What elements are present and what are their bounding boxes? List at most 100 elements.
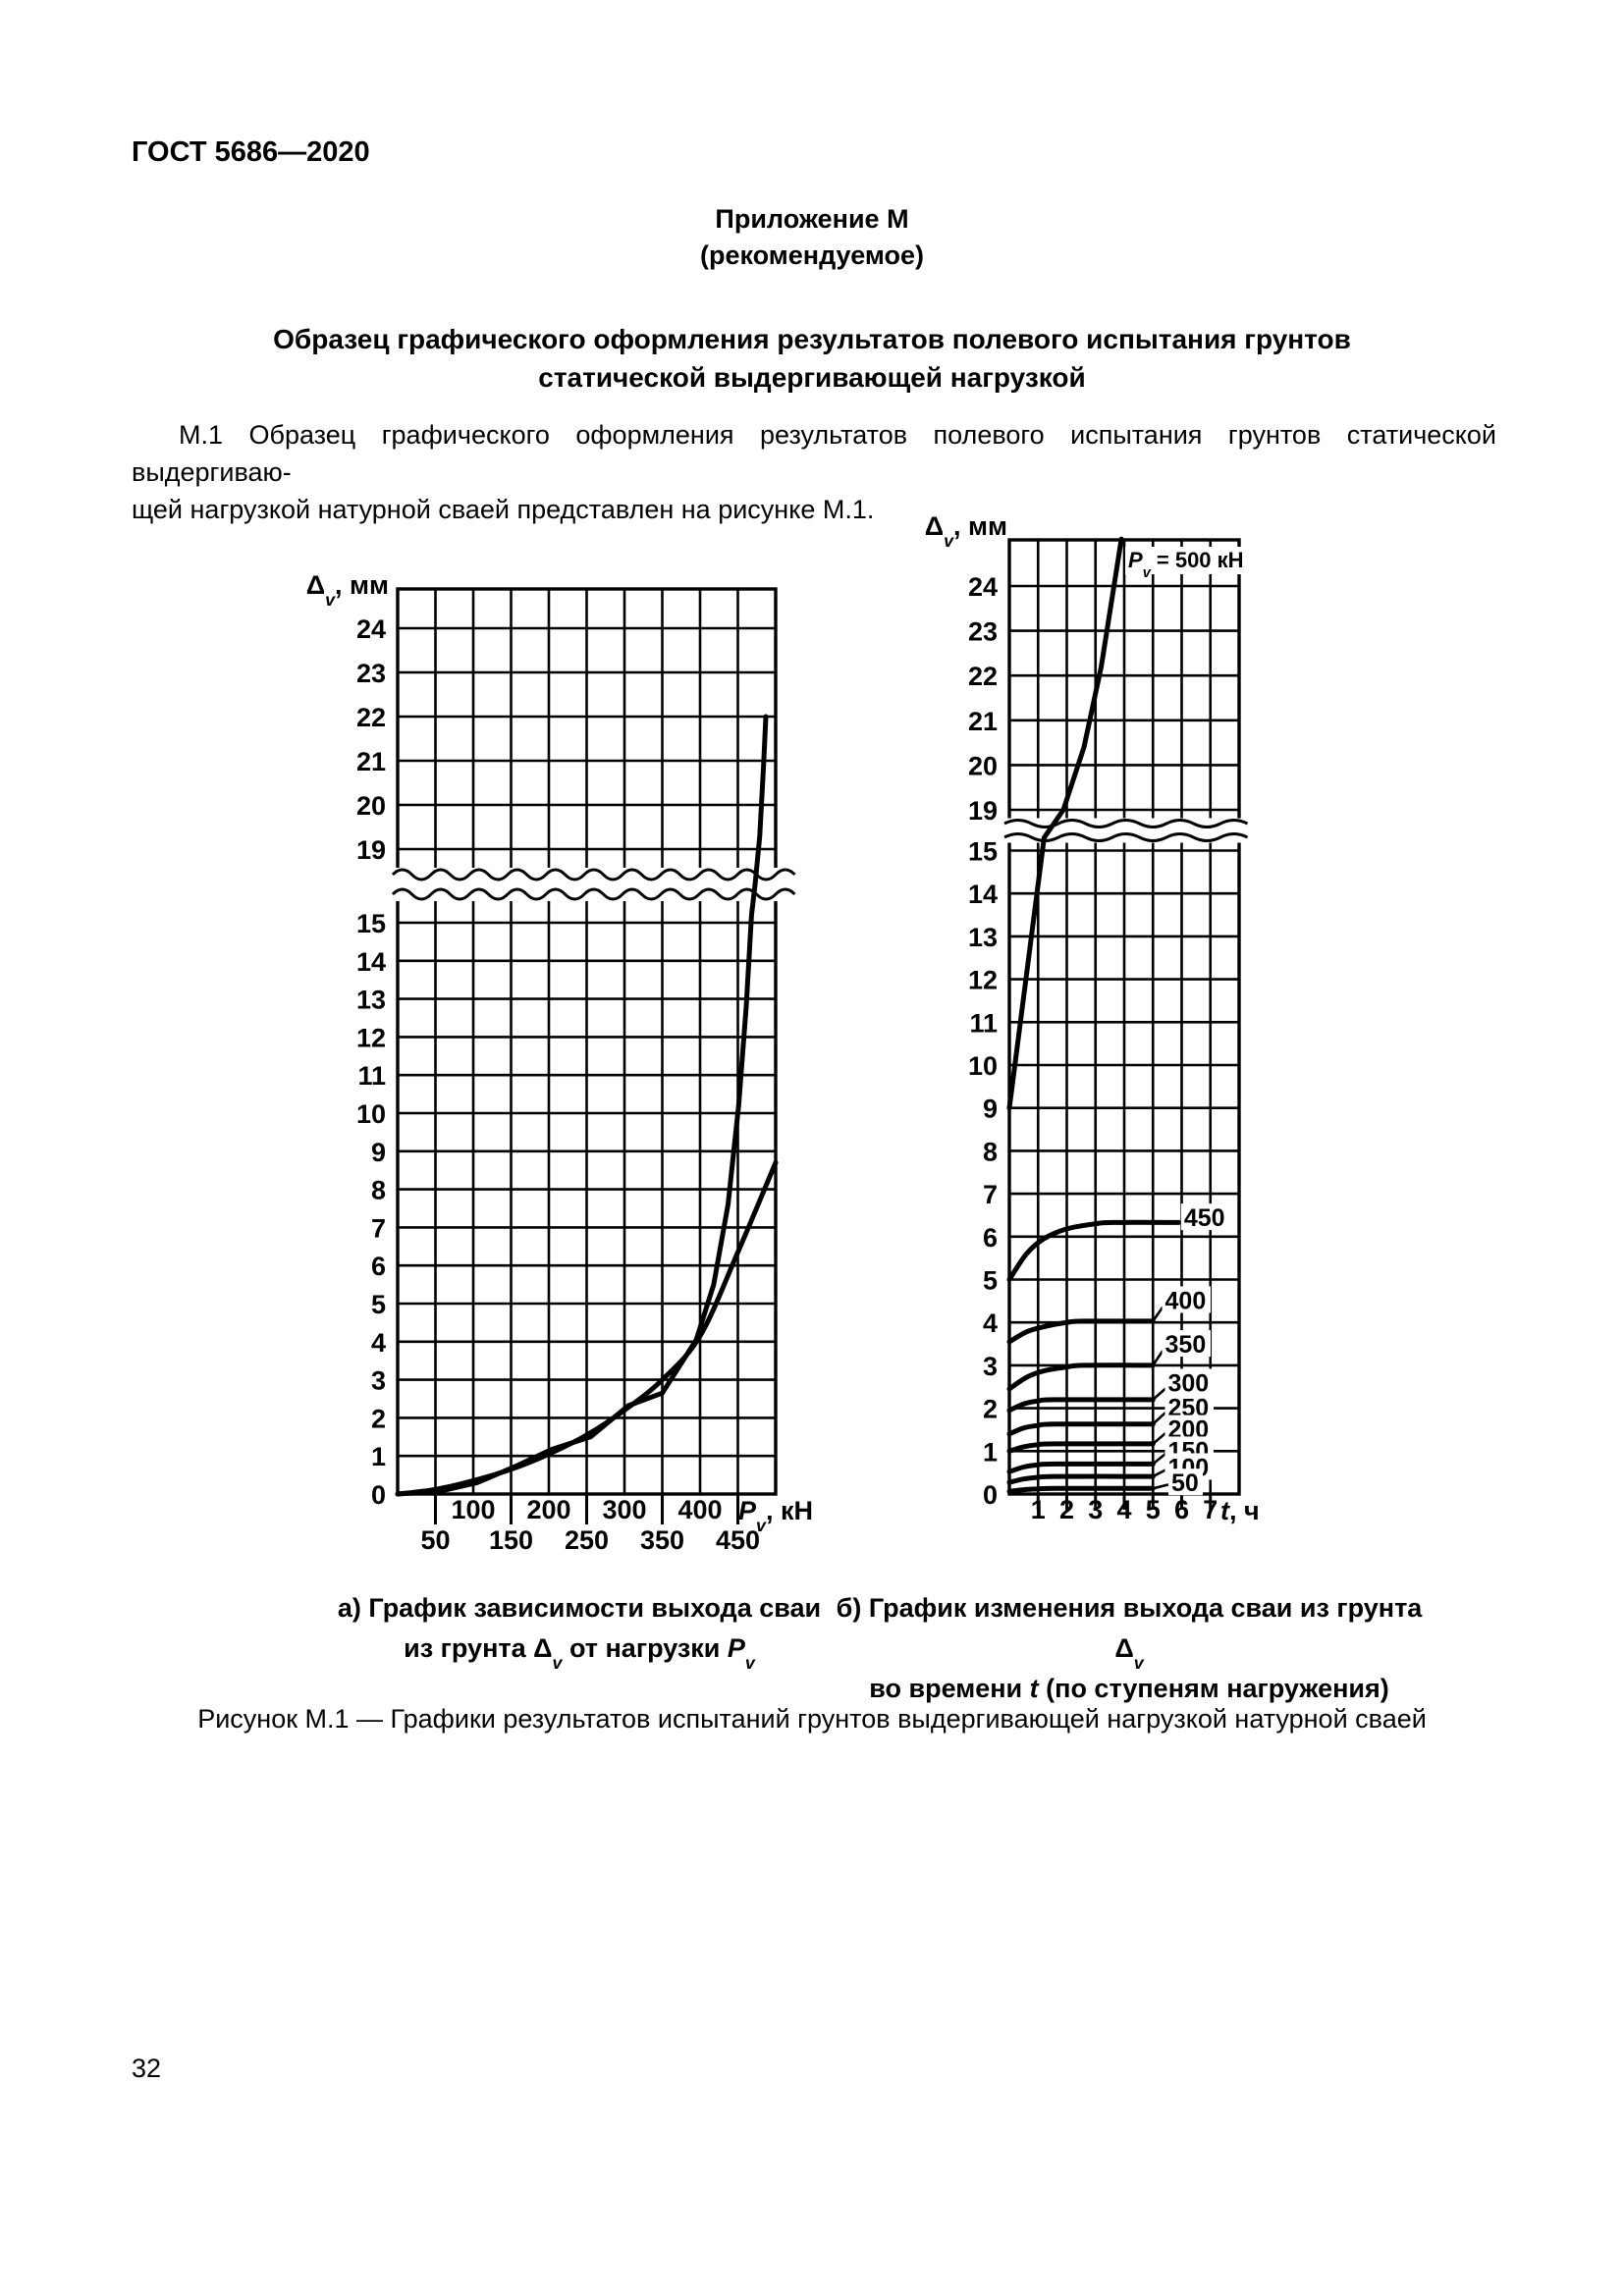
- svg-text:4: 4: [983, 1308, 998, 1338]
- section-title-line-2: статической выдергивающей нагрузкой: [538, 362, 1086, 393]
- svg-text:19: 19: [968, 796, 998, 826]
- data-series: [1006, 536, 1182, 1494]
- svg-text:4: 4: [1116, 1495, 1131, 1524]
- svg-text:150: 150: [489, 1525, 533, 1555]
- paragraph-m1: М.1 Образец графического оформления резу…: [132, 416, 1496, 528]
- svg-text:15: 15: [968, 837, 998, 867]
- svg-text:1: 1: [371, 1442, 386, 1471]
- svg-text:22: 22: [356, 703, 386, 732]
- axis-break-wave-top: [391, 868, 796, 881]
- curve-label: 300: [1167, 1369, 1209, 1397]
- svg-text:8: 8: [983, 1137, 998, 1166]
- svg-text:5: 5: [1146, 1495, 1161, 1524]
- section-title: Образец графического оформления результа…: [0, 320, 1624, 397]
- grid-lines: [1009, 540, 1239, 1494]
- svg-text:1: 1: [1031, 1495, 1046, 1524]
- svg-text:15: 15: [356, 909, 386, 938]
- svg-text:200: 200: [526, 1495, 570, 1524]
- svg-text:2: 2: [371, 1404, 386, 1433]
- grid-lines: [398, 589, 776, 1494]
- svg-text:5: 5: [371, 1290, 386, 1319]
- series-curve: [1006, 1318, 1156, 1345]
- series-curve: [1006, 1461, 1156, 1474]
- svg-text:1: 1: [983, 1437, 998, 1467]
- chart-a-caption-line-2: из грунта Δv от нагрузки Pv: [404, 1633, 755, 1673]
- chart-a-x-axis-label: Pv, кН: [738, 1496, 813, 1535]
- chart-a-caption: а) График зависимости выхода сваи из гру…: [255, 1588, 903, 1673]
- svg-text:7: 7: [371, 1213, 386, 1243]
- svg-text:50: 50: [420, 1525, 450, 1555]
- svg-text:100: 100: [451, 1495, 495, 1524]
- paragraph-line-2: щей нагрузкой натурной сваей представлен…: [132, 495, 875, 524]
- svg-text:3: 3: [371, 1366, 386, 1396]
- svg-text:11: 11: [969, 1008, 998, 1038]
- page-number: 32: [132, 2054, 162, 2083]
- doc-number: ГОСТ 5686—2020: [132, 136, 370, 168]
- svg-text:20: 20: [968, 751, 998, 780]
- chart-a-caption-line-1: а) График зависимости выхода сваи: [337, 1593, 822, 1623]
- svg-text:22: 22: [968, 662, 998, 691]
- series-curve: [1006, 1219, 1182, 1282]
- svg-text:450: 450: [716, 1525, 760, 1555]
- series-curve: [1006, 1362, 1156, 1392]
- svg-text:10: 10: [968, 1051, 998, 1081]
- series-curve: [1006, 536, 1124, 1111]
- curve-label: 450: [1184, 1204, 1225, 1232]
- svg-text:14: 14: [968, 880, 998, 909]
- svg-text:300: 300: [602, 1495, 646, 1524]
- svg-text:9: 9: [371, 1138, 386, 1167]
- chart-b-caption-line-1: б) График изменения выхода сваи из грунт…: [836, 1593, 1423, 1673]
- paragraph-line-1: М.1 Образец графического оформления резу…: [132, 420, 1496, 487]
- svg-text:12: 12: [968, 966, 998, 995]
- curve-label: 50: [1171, 1469, 1199, 1497]
- chart-b-caption-line-2: во времени t (по ступеням нагружения): [869, 1674, 1389, 1703]
- appendix-note: (рекомендуемое): [700, 240, 924, 270]
- svg-text:12: 12: [356, 1023, 386, 1052]
- svg-text:21: 21: [356, 747, 386, 776]
- svg-text:6: 6: [1174, 1495, 1189, 1524]
- curve-label: 400: [1165, 1287, 1207, 1314]
- svg-text:13: 13: [356, 986, 386, 1015]
- svg-text:9: 9: [983, 1095, 998, 1124]
- svg-text:6: 6: [983, 1223, 998, 1253]
- svg-text:24: 24: [356, 614, 386, 644]
- svg-text:5: 5: [983, 1266, 998, 1296]
- svg-text:350: 350: [640, 1525, 684, 1555]
- axis-break-wave-top: [1003, 819, 1249, 828]
- svg-text:3: 3: [983, 1352, 998, 1381]
- svg-text:14: 14: [356, 947, 386, 977]
- svg-text:20: 20: [356, 791, 386, 821]
- svg-text:24: 24: [968, 572, 998, 602]
- svg-text:23: 23: [356, 659, 386, 688]
- svg-text:7: 7: [1203, 1495, 1218, 1524]
- figure-caption: Рисунок М.1 — Графики результатов испыта…: [197, 1704, 1427, 1734]
- data-series: [395, 714, 779, 1497]
- curve-label: 350: [1165, 1331, 1207, 1359]
- chart-a-y-axis-label: Δv, мм: [305, 570, 389, 610]
- series-curve: [1006, 1441, 1156, 1454]
- svg-text:13: 13: [968, 923, 998, 952]
- series-curve: [395, 714, 769, 1497]
- appendix-title: Приложение М: [715, 204, 909, 234]
- axis-break-wave-bottom: [391, 887, 796, 901]
- svg-text:6: 6: [371, 1252, 386, 1281]
- svg-text:7: 7: [983, 1180, 998, 1209]
- svg-text:19: 19: [356, 835, 386, 865]
- x-axis-ticks: [1036, 1494, 1213, 1510]
- chart-b-x-axis-label: t, ч: [1220, 1496, 1260, 1525]
- series-curve: [1006, 1485, 1156, 1494]
- svg-text:250: 250: [565, 1525, 609, 1555]
- section-title-line-1: Образец графического оформления результа…: [273, 324, 1351, 354]
- svg-text:0: 0: [983, 1480, 998, 1510]
- svg-text:400: 400: [677, 1495, 722, 1524]
- svg-text:2: 2: [1059, 1495, 1074, 1524]
- chart-b-y-axis-label: Δv, мм: [924, 511, 1007, 551]
- svg-text:10: 10: [356, 1099, 386, 1129]
- svg-text:23: 23: [968, 617, 998, 647]
